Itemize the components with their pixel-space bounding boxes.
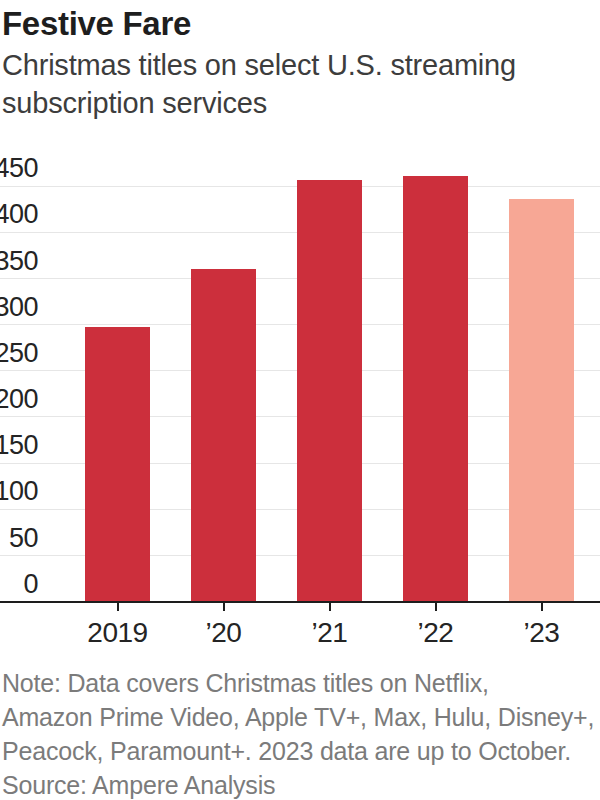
x-axis-label-23: ’23 (524, 619, 560, 647)
x-axis-label-22: ’22 (418, 619, 454, 647)
y-axis-label-200: 200 (0, 386, 38, 413)
bar-23 (509, 199, 574, 601)
note-line3: Peacock, Paramount+. 2023 data are up to… (2, 734, 594, 768)
bar-20 (191, 269, 256, 601)
x-axis-label-20: ’20 (206, 619, 242, 647)
y-axis-label-350: 350 (0, 248, 38, 275)
x-axis-tick-21 (329, 603, 331, 611)
chart-subtitle: Christmas titles on select U.S. streamin… (2, 46, 516, 122)
x-axis-tick-2019 (117, 603, 119, 611)
y-axis-label-150: 150 (0, 432, 38, 459)
x-axis-tick-22 (435, 603, 437, 611)
y-axis-label-450: 450 (0, 155, 38, 182)
x-axis-line (0, 601, 600, 603)
x-axis-tick-23 (541, 603, 543, 611)
note-line1: Note: Data covers Christmas titles on Ne… (2, 666, 594, 700)
chart-title: Festive Fare (2, 7, 191, 40)
note-line2: Amazon Prime Video, Apple TV+, Max, Hulu… (2, 700, 594, 734)
y-axis-label-100: 100 (0, 478, 38, 505)
chart-subtitle-line2: subscription services (2, 84, 516, 122)
bar-21 (297, 180, 362, 601)
y-axis-label-250: 250 (0, 340, 38, 367)
bar-22 (403, 176, 468, 601)
y-axis-label-50: 50 (9, 525, 38, 552)
x-axis-label-21: ’21 (312, 619, 348, 647)
source-line: Source: Ampere Analysis (2, 768, 594, 800)
x-axis-label-2019: 2019 (87, 619, 147, 647)
y-axis-label-300: 300 (0, 294, 38, 321)
chart-subtitle-line1: Christmas titles on select U.S. streamin… (2, 46, 516, 84)
bar-2019 (85, 327, 150, 601)
x-axis-tick-20 (223, 603, 225, 611)
y-axis-label-0: 0 (23, 571, 38, 598)
bar-chart: 0 50 100 150 200 250 300 350 400 450 2019 ’20 ’21 ’22… (0, 140, 600, 660)
chart-note: Note: Data covers Christmas titles on Ne… (2, 666, 594, 800)
y-axis-label-400: 400 (0, 201, 38, 228)
